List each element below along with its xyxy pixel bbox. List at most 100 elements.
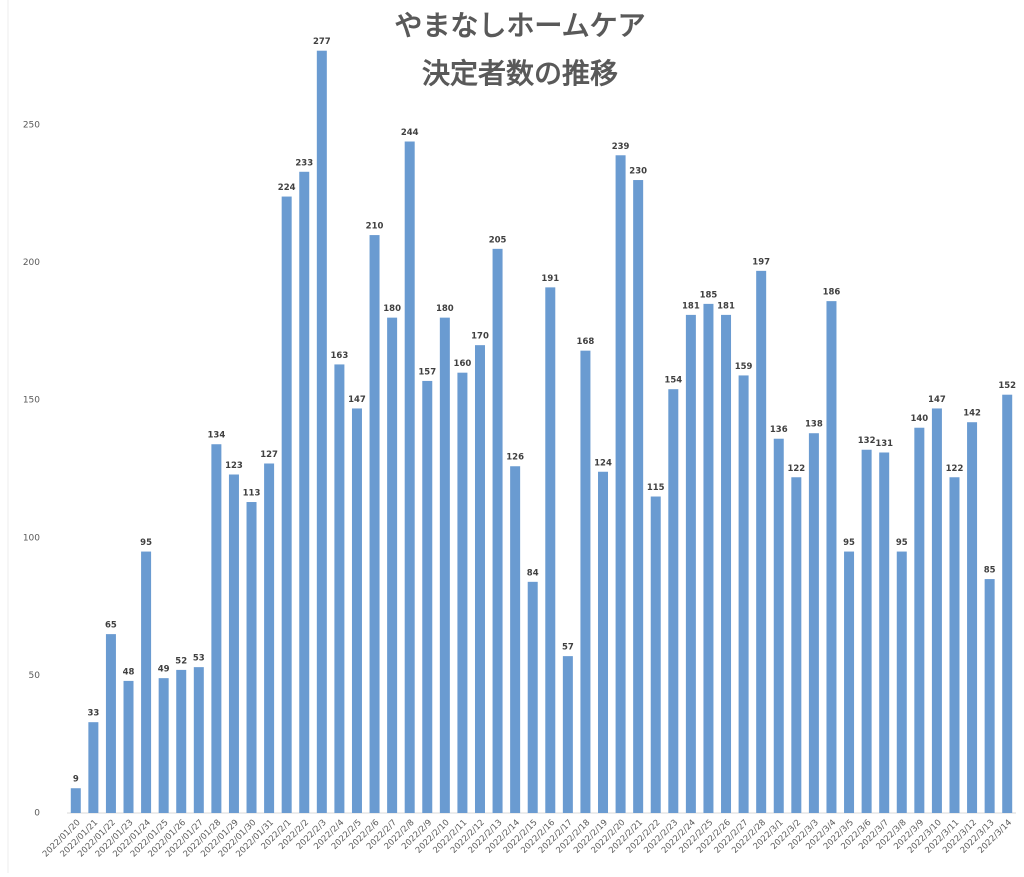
value-label: 48 [123,667,135,677]
value-label: 131 [875,439,893,449]
bar [931,408,942,813]
value-label: 65 [105,621,117,631]
value-label: 205 [489,235,507,245]
bar [580,350,591,813]
value-label: 244 [401,128,419,138]
value-label: 147 [348,395,366,405]
value-label: 9 [73,775,79,785]
bar [650,496,661,813]
value-label: 136 [770,425,788,435]
bar [527,581,538,813]
chart-subtitle: 決定者数の推移 [422,57,618,90]
value-label: 186 [823,288,841,298]
value-label: 127 [260,450,278,460]
bar [211,444,222,813]
bar [844,551,855,813]
value-label: 53 [193,654,205,664]
bar [879,452,890,813]
value-label: 224 [278,183,296,193]
value-label: 95 [896,538,908,548]
value-label: 159 [735,362,753,372]
bar [615,155,626,814]
bar [264,463,275,813]
bar [633,180,644,814]
value-label: 277 [313,37,331,47]
value-label: 170 [471,332,489,342]
bar [562,656,573,813]
value-label: 115 [647,483,665,493]
value-label: 138 [805,420,823,430]
value-label: 126 [506,453,524,463]
bar [299,171,310,813]
value-label: 84 [527,568,539,578]
value-label: 49 [158,665,170,675]
value-label: 180 [436,304,454,314]
bar [756,270,767,814]
value-label: 85 [984,566,996,576]
bar [808,433,819,813]
value-label: 122 [946,464,964,474]
y-tick-label: 250 [23,121,40,131]
value-label: 33 [87,709,99,719]
bar [281,196,292,813]
value-label: 210 [366,222,384,232]
bar [457,372,468,813]
value-label: 132 [858,436,876,446]
y-tick-label: 50 [29,671,41,681]
bar [914,427,925,813]
bar [123,680,134,813]
bar [1002,394,1013,813]
value-label: 95 [140,538,152,548]
bar [105,634,116,813]
bar [88,722,99,813]
bar [422,380,433,813]
bar [439,317,450,813]
bar [492,248,503,814]
bar [949,477,960,813]
bar [967,422,978,813]
value-label: 181 [717,301,735,311]
value-label: 239 [612,142,630,152]
y-tick-label: 100 [23,533,40,543]
y-tick-label: 150 [23,396,40,406]
value-label: 124 [594,458,612,468]
value-label: 160 [454,359,472,369]
bar [228,474,239,813]
value-label: 142 [963,409,981,419]
value-label: 140 [910,414,928,424]
value-label: 181 [682,301,700,311]
value-label: 197 [752,257,770,267]
bar [598,471,609,813]
bar [545,287,556,813]
bar [404,141,415,814]
bar [351,408,362,813]
bar [158,678,169,813]
bar [176,669,187,813]
bar [510,466,521,813]
value-label: 52 [175,656,187,666]
y-tick-label: 0 [34,809,40,819]
bar [685,314,696,813]
bar [246,502,257,813]
value-label: 157 [418,367,436,377]
value-label: 180 [383,304,401,314]
value-label: 134 [208,431,226,441]
value-label: 191 [541,274,559,284]
value-label: 163 [331,351,349,361]
bar [791,477,802,813]
y-tick-label: 200 [23,258,40,268]
bar [721,314,732,813]
value-label: 168 [577,337,595,347]
chart-title: やまなしホームケア [394,9,645,42]
bar [738,375,749,813]
value-label: 154 [664,376,682,386]
value-label: 95 [843,538,855,548]
bar [474,345,485,813]
value-label: 185 [700,290,718,300]
value-label: 122 [787,464,805,474]
bar [334,364,345,813]
bar [70,788,81,813]
bar [984,579,995,813]
bar [141,551,152,813]
